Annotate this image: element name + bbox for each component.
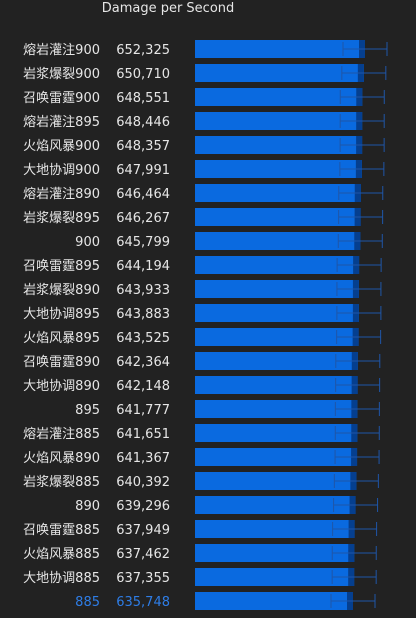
bar: [195, 568, 355, 586]
value-label: 648,551: [116, 91, 170, 106]
category-label: 召唤雷霆895: [23, 259, 100, 274]
bar: [195, 40, 365, 58]
value-label: 645,799: [116, 235, 170, 250]
category-label: 熔岩灌注885: [23, 427, 100, 442]
value-label: 635,748: [116, 595, 170, 610]
value-label: 648,357: [116, 139, 170, 154]
category-label: 熔岩灌注890: [23, 187, 100, 202]
bar: [195, 352, 358, 370]
category-label: 大地协调895: [23, 307, 100, 322]
value-label: 640,392: [116, 475, 170, 490]
value-label: 646,267: [116, 211, 170, 226]
category-label: 岩浆爆裂895: [23, 211, 100, 226]
category-label: 大地协调885: [23, 571, 100, 586]
value-label: 637,462: [116, 547, 170, 562]
bar: [195, 136, 363, 154]
value-label: 641,651: [116, 427, 170, 442]
bar: [195, 232, 361, 250]
category-label: 岩浆爆裂900: [23, 67, 100, 82]
value-label: 642,148: [116, 379, 170, 394]
bar: [195, 376, 358, 394]
value-label: 643,883: [116, 307, 170, 322]
category-label: 大地协调890: [23, 379, 100, 394]
bar: [195, 112, 363, 130]
category-label: 召唤雷霆885: [23, 523, 100, 538]
value-label: 641,367: [116, 451, 170, 466]
category-label: 885: [75, 595, 100, 610]
bar: [195, 520, 355, 538]
category-label: 900: [75, 235, 100, 250]
category-label: 火焰风暴900: [23, 139, 100, 154]
value-label: 642,364: [116, 355, 170, 370]
value-label: 648,446: [116, 115, 170, 130]
bar: [195, 496, 356, 514]
value-label: 637,949: [116, 523, 170, 538]
category-label: 召唤雷霆900: [23, 91, 100, 106]
chart-title: Damage per Second: [102, 1, 235, 16]
bar: [195, 160, 362, 178]
value-label: 646,464: [116, 187, 170, 202]
bar: [195, 184, 361, 202]
value-label: 643,933: [116, 283, 170, 298]
value-label: 641,777: [116, 403, 170, 418]
category-label: 岩浆爆裂885: [23, 475, 100, 490]
category-label: 召唤雷霆890: [23, 355, 100, 370]
bar: [195, 64, 364, 82]
bar: [195, 592, 353, 610]
category-label: 熔岩灌注900: [23, 43, 100, 58]
category-label: 895: [75, 403, 100, 418]
bar: [195, 280, 359, 298]
value-label: 647,991: [116, 163, 170, 178]
value-label: 650,710: [116, 67, 170, 82]
value-label: 639,296: [116, 499, 170, 514]
bar: [195, 328, 359, 346]
bar: [195, 544, 355, 562]
value-label: 644,194: [116, 259, 170, 274]
bar: [195, 472, 357, 490]
category-label: 890: [75, 499, 100, 514]
value-label: 637,355: [116, 571, 170, 586]
category-label: 火焰风暴885: [23, 547, 100, 562]
bar: [195, 208, 361, 226]
value-label: 643,525: [116, 331, 170, 346]
bar: [195, 304, 359, 322]
bar: [195, 448, 358, 466]
value-label: 652,325: [116, 43, 170, 58]
category-label: 岩浆爆裂890: [23, 283, 100, 298]
bar: [195, 424, 358, 442]
category-label: 熔岩灌注895: [23, 115, 100, 130]
category-label: 火焰风暴890: [23, 451, 100, 466]
category-label: 大地协调900: [23, 163, 100, 178]
category-label: 火焰风暴895: [23, 331, 100, 346]
bar: [195, 400, 358, 418]
bar: [195, 88, 363, 106]
bar: [195, 256, 360, 274]
